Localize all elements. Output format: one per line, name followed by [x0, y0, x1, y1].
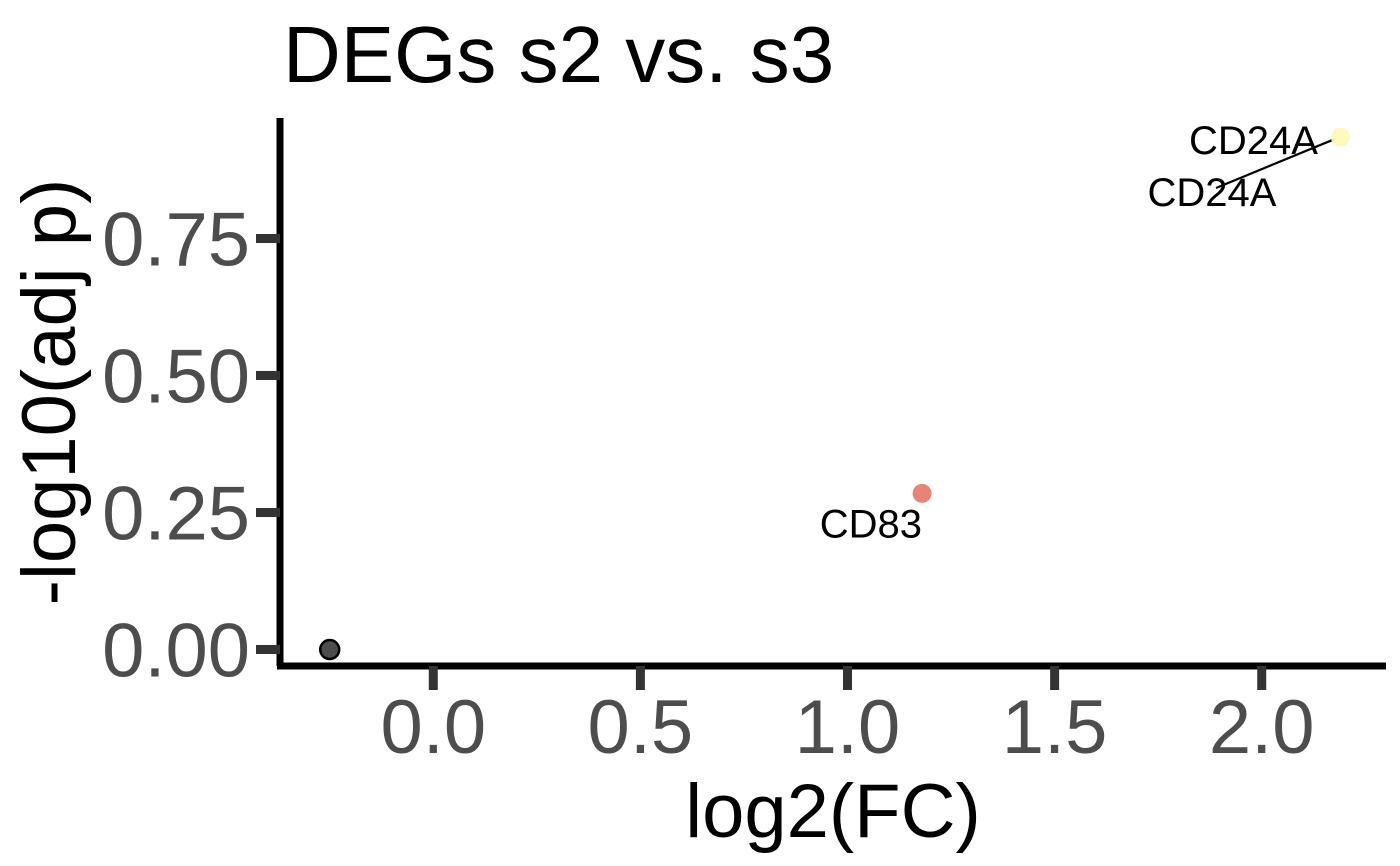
data-point	[318, 638, 341, 661]
leader-line	[1215, 138, 1335, 189]
data-point	[1330, 127, 1350, 147]
x-axis-title: log2(FC)	[685, 769, 981, 854]
y-axis-title: -log10(adj p)	[7, 179, 92, 606]
x-tick-label: 0.0	[380, 685, 486, 770]
x-tick-label: 0.5	[588, 685, 694, 770]
point-label: CD83	[820, 502, 922, 546]
x-tick-label: 1.0	[795, 685, 901, 770]
data-point	[912, 483, 932, 503]
chart-title: DEGs s2 vs. s3	[283, 10, 834, 99]
point-label: CD24A	[1189, 119, 1318, 163]
x-tick-label: 1.5	[1002, 685, 1108, 770]
point-label: CD24A	[1148, 171, 1277, 215]
plot-area: 0.0 0.5 1.0 1.5 2.0 0.00 0.25 0.50 0.75 CD83 CD24A…	[102, 118, 1386, 770]
x-tick-label: 2.0	[1209, 685, 1315, 770]
y-tick-label: 0.75	[102, 198, 250, 283]
y-tick-label: 0.00	[102, 609, 250, 694]
y-tick-label: 0.50	[102, 335, 250, 420]
y-tick-label: 0.25	[102, 472, 250, 557]
